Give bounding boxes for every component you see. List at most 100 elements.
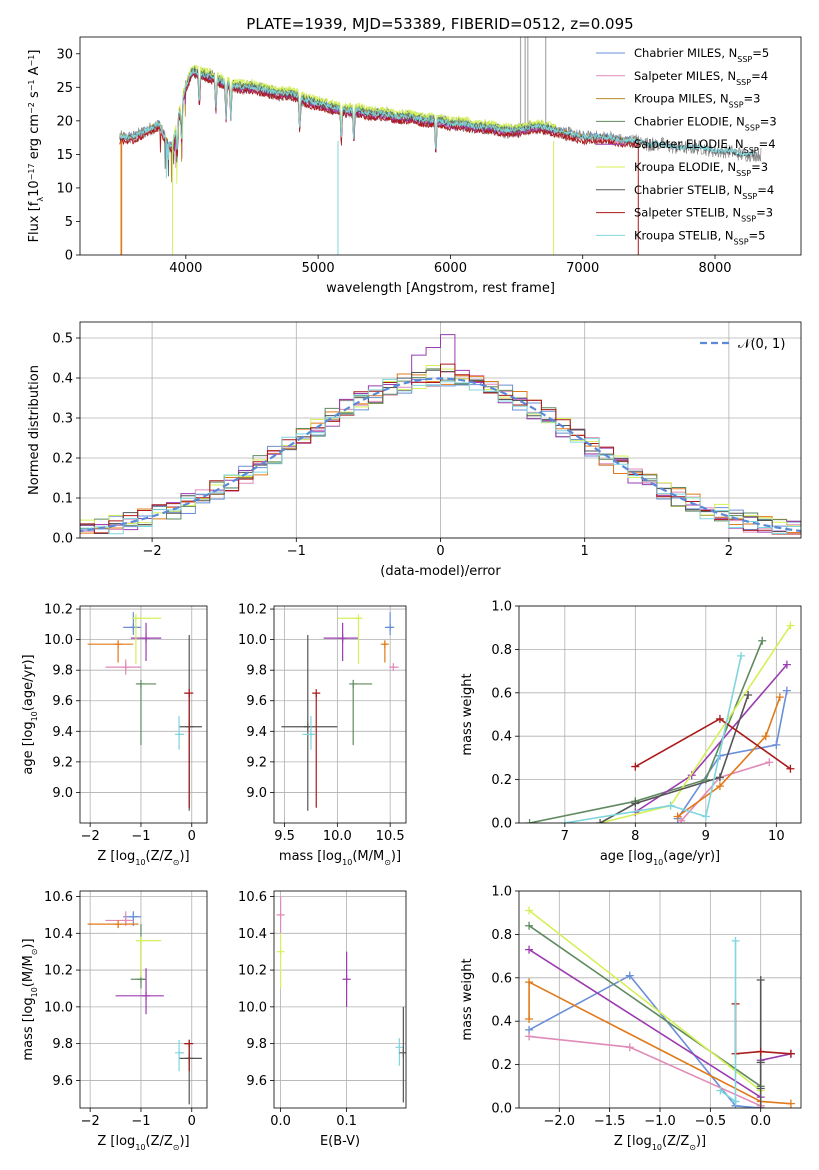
spectrum-xtick-label-2: 6000 (434, 261, 467, 276)
residuals-hist-8 (80, 378, 801, 535)
weight_vs_Z-marker-0-1 (625, 971, 634, 980)
age_vs_mass-ytick-label-4: 9.8 (246, 664, 267, 679)
mass_vs_Z-ytick-label-2: 10.0 (44, 1000, 73, 1015)
spectrum-model-line-1 (119, 69, 639, 168)
age_vs_mass-ytick-label-2: 9.4 (246, 725, 267, 740)
age_vs_Z-xtick-label-2: 0 (188, 829, 196, 844)
mass_vs_Z-xtick-label-0: −2 (81, 1114, 100, 1129)
mass_vs_Z-ytick-label-3: 10.2 (44, 964, 73, 979)
age_vs_mass-ytick-label-0: 9.0 (246, 786, 267, 801)
mass_vs_Z-axes: −2 −1 0 9.6 9.8 10.0 10.2 10.4 10.6 Z [log10(Z/Z⊙… (21, 890, 207, 1152)
weight_vs_age-marker-2-2 (761, 732, 770, 741)
age_vs_mass-point-5 (354, 614, 363, 623)
weight_vs_Z-marker-8-3 (731, 936, 740, 945)
weight_vs_age-marker-6-2 (715, 773, 724, 782)
spectrum-legend-label-7: Salpeter STELIB, NSSP=3 (634, 206, 773, 224)
weight_vs_age-marker-7-1 (715, 714, 724, 723)
spectrum-legend-label-2: Kroupa MILES, NSSP=3 (634, 92, 760, 110)
spectrum-xtick-label-3: 7000 (566, 261, 599, 276)
mass_vs_ebv-ytick-label-5: 10.6 (238, 890, 267, 905)
residuals-xtick-label-0: −2 (143, 544, 162, 559)
spectrum-ytick-label-0: 0 (65, 249, 73, 264)
mass_vs_Z-frame (79, 890, 208, 1109)
weight_vs_age-marker-3-3 (758, 636, 767, 645)
residuals-hists (80, 334, 801, 535)
weight_vs_age-marker-0-3 (782, 686, 791, 695)
residuals-ytick-label-0: 0.0 (52, 532, 73, 547)
residuals-ytick-label-2: 0.2 (52, 452, 73, 467)
residuals-ylabel: Normed distribution (27, 365, 42, 495)
spectrum-legend-label-6: Chabrier STELIB, NSSP=4 (634, 183, 774, 201)
weight_vs_age-marker-4-2 (782, 660, 791, 669)
weight_vs_Z-series-5 (528, 909, 762, 1092)
residuals-gaussian-line (80, 377, 801, 533)
age_vs_Z-point-2 (114, 640, 123, 649)
weight_vs_Z-xtick-label-2: −1.0 (644, 1114, 676, 1129)
weight_vs_Z-xtick-label-1: −1.5 (594, 1114, 626, 1129)
mass_vs_ebv-ytick-label-4: 10.4 (238, 927, 267, 942)
mass_vs_Z-xtick-label-2: 0 (188, 1114, 196, 1129)
residuals-axes: −2 −1 0 1 2 0.0 0.1 0.2 0.3 0.4 0.5 (data-model)/er… (27, 322, 801, 579)
mass_vs_ebv-xlabel: E(B-V) (320, 1134, 360, 1149)
weight_vs_age-marker-0-2 (772, 740, 781, 749)
spectrum-xtick-label-1: 5000 (302, 261, 335, 276)
weight_vs_Z-marker-8-0 (716, 1086, 725, 1095)
mass_vs_ebv-ytick-label-0: 9.6 (246, 1074, 267, 1089)
figure-title: PLATE=1939, MJD=53389, FIBERID=0512, z=0… (246, 15, 633, 33)
age_vs_Z-ytick-label-2: 9.4 (52, 725, 73, 740)
age_vs_mass-xtick-label-1: 10.0 (323, 829, 352, 844)
age_vs_mass-frame (273, 605, 407, 824)
weight_vs_age-ylabel: mass weight (460, 673, 475, 755)
weight_vs_Z-ytick-label-2: 0.4 (491, 1015, 512, 1030)
mass_vs_Z-ytick-label-4: 10.4 (44, 927, 73, 942)
spectrum-ytick-label-1: 5 (65, 215, 73, 230)
age_vs_mass-point-4 (338, 634, 347, 643)
residuals-hist-7 (80, 363, 801, 535)
residuals-xtick-label-2: 0 (436, 544, 444, 559)
weight_vs_age-lines (525, 621, 795, 823)
weight_vs_Z-marker-1-0 (525, 1032, 534, 1041)
mass_vs_Z-point-5 (136, 936, 145, 945)
residuals-xlabel: (data-model)/error (380, 564, 501, 579)
age_vs_Z-ytick-label-4: 9.8 (52, 664, 73, 679)
spectrum-legend-label-1: Salpeter MILES, NSSP=4 (634, 69, 768, 87)
mass_vs_ebv-point-4 (399, 1048, 406, 1057)
spectrum-xtick-label-0: 4000 (169, 261, 202, 276)
spectrum-ylabel: Flux [fλ10−17 erg cm−2 s−1 A−1] (27, 50, 45, 243)
mass_vs_Z-point-4 (142, 991, 151, 1000)
weight_vs_age-marker-8-1 (666, 801, 675, 810)
spectrum-legend-label-8: Kroupa STELIB, NSSP=5 (634, 228, 765, 246)
weight_vs_Z-marker-6-0 (756, 1104, 765, 1108)
residuals-frame (79, 321, 802, 539)
mass_vs_Z-xtick-label-1: −1 (131, 1114, 150, 1129)
mass_vs_Z-point-2 (114, 920, 123, 929)
spectrum-frame (79, 36, 802, 256)
mass_vs_ebv-point-3 (395, 1043, 404, 1052)
age_vs_mass-ytick-label-1: 9.2 (246, 755, 267, 770)
age_vs_mass-xlabel: mass [log10(M/M⊙)] (279, 849, 401, 867)
mass_vs_ebv-xtick-label-0: 0.0 (270, 1114, 291, 1129)
weight_vs_Z-ytick-label-0: 0.0 (491, 1102, 512, 1117)
spectrum-legend-label-4: Salpeter ELODIE, NSSP=4 (634, 137, 776, 155)
weight_vs_age-xlabel: age [log10(age/yr)] (600, 849, 720, 867)
spectrum-ytick-label-5: 25 (56, 81, 73, 96)
weight_vs_Z-marker-1-1 (625, 1043, 634, 1052)
mass_vs_Z-points (87, 911, 202, 1105)
mass_vs_ebv-ytick-label-2: 10.0 (238, 1000, 267, 1015)
weight_vs_Z-marker-2-0 (525, 1015, 534, 1024)
weight_vs_Z-xtick-label-3: −0.5 (695, 1114, 727, 1129)
age_vs_mass-point-1 (389, 663, 398, 672)
residuals-ytick-label-4: 0.4 (52, 372, 73, 387)
age_vs_mass-point-7 (312, 689, 321, 698)
age_vs_Z-ytick-label-3: 9.6 (52, 694, 73, 709)
spectrum-ytick-label-3: 15 (56, 148, 73, 163)
spectrum-xlabel: wavelength [Angstrom, rest frame] (326, 281, 555, 296)
mass_vs_Z-point-0 (129, 912, 138, 921)
weight_vs_age-ytick-label-4: 0.8 (491, 643, 512, 658)
age_vs_Z-point-1 (121, 663, 130, 672)
weight_vs_age-marker-8-0 (560, 819, 569, 823)
weight_vs_age-marker-6-1 (631, 799, 640, 808)
spectrum-model-line-0 (119, 66, 639, 152)
residuals-ytick-label-1: 0.1 (52, 492, 73, 507)
mass_vs_ebv-point-2 (342, 975, 351, 984)
